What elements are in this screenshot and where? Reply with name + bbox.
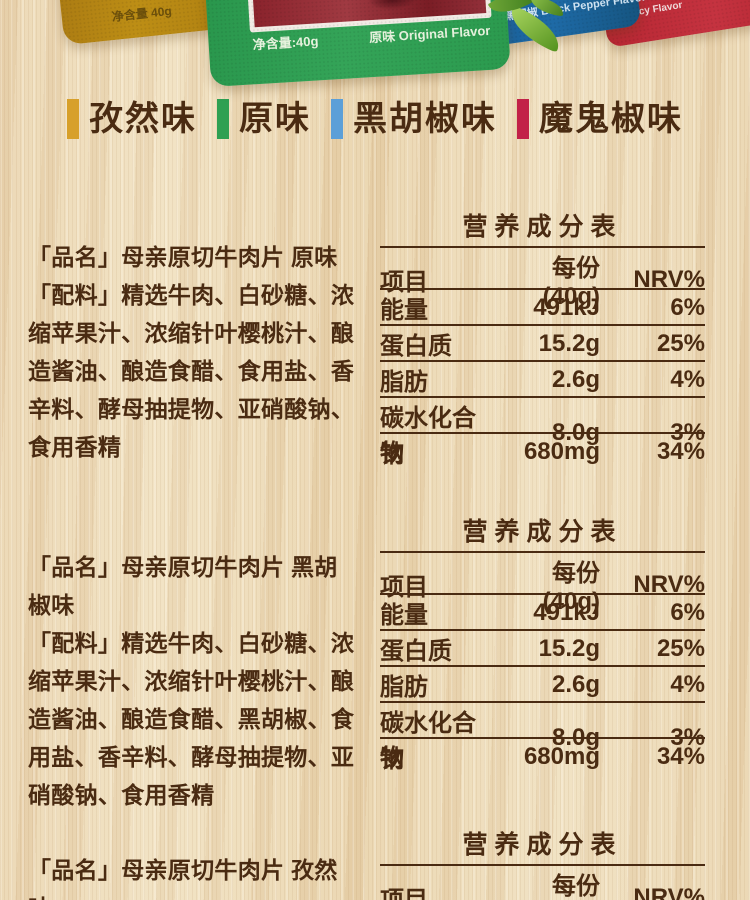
net-weight-label: 净含量 40g (111, 3, 173, 25)
legend-label: 魔鬼椒味 (539, 100, 683, 138)
ingredients-text: 「配料」精选牛肉、白砂糖、浓缩苹果汁、浓缩针叶樱桃汁、酿造酱油、酿造食醋、食用盐… (28, 282, 355, 460)
col-item: 项目 (380, 269, 428, 296)
nutrition-table: 营养成分表 项目 每份(40g) NRV% 能量 491kJ 6% 蛋白质 15… (380, 515, 705, 773)
product-section-cumin: 「品名」母亲原切牛肉片 孜然味 「配料」精选牛肉、白砂糖、浓缩 营养成分表 项目… (0, 828, 750, 900)
col-per-serving: 每份(40g) (542, 560, 600, 615)
product-name-line: 「品名」母亲原切牛肉片 黑胡椒味 (28, 554, 338, 618)
col-nrv: NRV% (633, 883, 705, 900)
legend-item-black-pepper: 黑胡椒味 (331, 99, 497, 139)
legend-label: 原味 (239, 100, 311, 138)
package-original: 净含量:40g 原味 Original Flavor (199, 0, 511, 87)
table-row: 碳水化合物 8.0g 3% (380, 703, 705, 772)
col-per-serving: 每份(40g) (552, 873, 600, 900)
table-header-row: 项目 每份(40g) NRV% (380, 866, 705, 900)
col-nrv: NRV% (633, 265, 705, 293)
product-section-black-pepper: 「品名」母亲原切牛肉片 黑胡椒味 「配料」精选牛肉、白砂糖、浓缩苹果汁、浓缩针叶… (0, 515, 750, 808)
nutrition-table: 营养成分表 项目 每份(40g) NRV% 能量 491kJ 6% 蛋白质 15… (380, 210, 705, 468)
legend-label: 孜然味 (89, 100, 197, 138)
table-row: 能量 491kJ 6% (380, 595, 705, 631)
table-row: 蛋白质 15.2g 25% (380, 631, 705, 667)
net-weight-label: 净含量:40g (252, 33, 319, 53)
nutrition-table-title: 营养成分表 (380, 515, 705, 553)
ingredients-text: 「配料」精选牛肉、白砂糖、浓缩苹果汁、浓缩针叶樱桃汁、酿造酱油、酿造食醋、黑胡椒… (28, 630, 355, 808)
product-info: 「品名」母亲原切牛肉片 黑胡椒味 「配料」精选牛肉、白砂糖、浓缩苹果汁、浓缩针叶… (28, 548, 358, 814)
table-row: 钠 680mg 34% (380, 437, 705, 469)
leaf-icon (529, 0, 565, 17)
table-row: 蛋白质 15.2g 25% (380, 326, 705, 362)
legend-color-bar (517, 99, 529, 139)
table-row: 脂肪 2.6g 4% (380, 667, 705, 703)
product-info: 「品名」母亲原切牛肉片 原味 「配料」精选牛肉、白砂糖、浓缩苹果汁、浓缩针叶樱桃… (28, 238, 358, 466)
tea-leaf-icon (478, 0, 573, 60)
nutrition-table: 营养成分表 项目 每份(40g) NRV% (380, 828, 705, 900)
table-row: 钠 680mg 34% (380, 742, 705, 774)
table-row: 能量 491kJ 6% (380, 290, 705, 326)
product-name-line: 「品名」母亲原切牛肉片 原味 (28, 244, 338, 270)
legend-label: 黑胡椒味 (353, 100, 497, 138)
nutrition-table-title: 营养成分表 (380, 828, 705, 866)
legend-item-original: 原味 (217, 99, 311, 139)
legend-color-bar (67, 99, 79, 139)
package-hero: 净含量 40g Spicy Flavor 黑胡椒 Black Pepper Fl… (0, 0, 750, 165)
legend-color-bar (217, 99, 229, 139)
col-per-serving: 每份(40g) (542, 255, 600, 310)
product-name-line: 「品名」母亲原切牛肉片 孜然味 (28, 857, 338, 900)
product-section-original: 「品名」母亲原切牛肉片 原味 「配料」精选牛肉、白砂糖、浓缩苹果汁、浓缩针叶樱桃… (0, 210, 750, 490)
table-header-row: 项目 每份(40g) NRV% (380, 553, 705, 615)
table-header-row: 项目 每份(40g) NRV% (380, 248, 705, 310)
product-info: 「品名」母亲原切牛肉片 孜然味 「配料」精选牛肉、白砂糖、浓缩 (28, 851, 358, 900)
legend-color-bar (331, 99, 343, 139)
col-item: 项目 (380, 574, 428, 601)
legend-item-devil-pepper: 魔鬼椒味 (517, 99, 683, 139)
nutrition-table-title: 营养成分表 (380, 210, 705, 248)
table-row: 碳水化合物 8.0g 3% (380, 398, 705, 467)
legend-item-cumin: 孜然味 (67, 99, 197, 139)
col-item: 项目 (380, 880, 495, 900)
col-nrv: NRV% (633, 570, 705, 598)
table-row: 脂肪 2.6g 4% (380, 362, 705, 398)
flavor-legend: 孜然味 原味 黑胡椒味 魔鬼椒味 (0, 98, 750, 140)
